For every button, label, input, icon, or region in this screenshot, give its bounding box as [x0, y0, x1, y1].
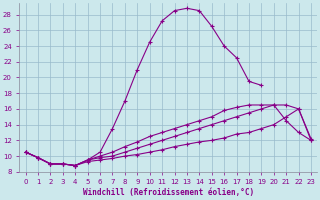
X-axis label: Windchill (Refroidissement éolien,°C): Windchill (Refroidissement éolien,°C) — [83, 188, 254, 197]
